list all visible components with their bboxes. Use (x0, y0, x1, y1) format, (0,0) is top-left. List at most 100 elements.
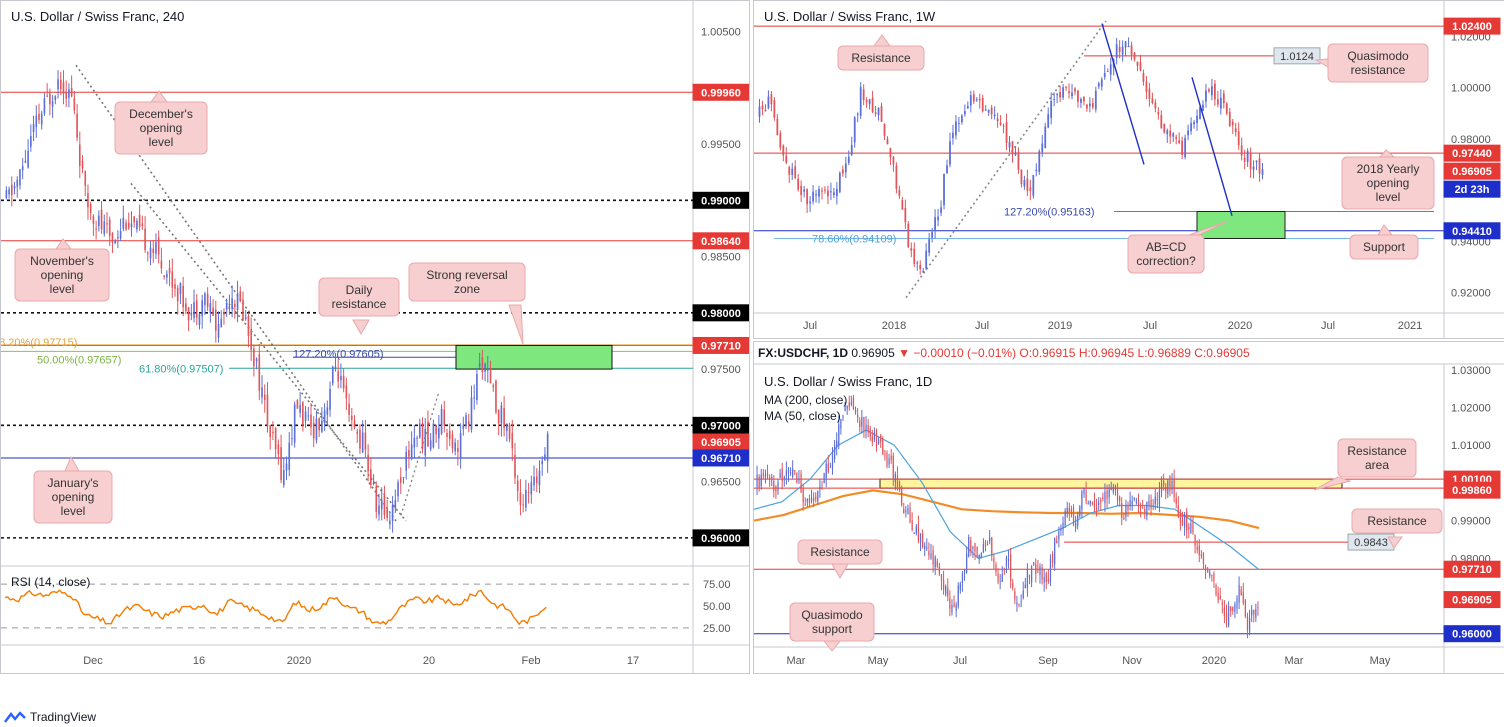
w1-fib-label: 127.20%(0.95163) (1004, 206, 1095, 218)
w1-candle (824, 189, 826, 191)
d1-level-label: 0.99860 (1452, 485, 1492, 497)
d1-candle (789, 472, 792, 474)
h4-candle (149, 247, 152, 259)
d1-candle (1194, 535, 1196, 547)
w1-candle (865, 99, 868, 103)
h4-candle (331, 366, 334, 384)
h4-price-tick: 0.98500 (701, 252, 741, 264)
h4-callout-reversal-tail (508, 304, 524, 345)
d1-candle (1139, 506, 1142, 509)
w1-candle (841, 169, 844, 174)
h4-chart: 1.00500 0.99500 0.98500 0.97500 0.96500 0.999… (1, 1, 749, 673)
w1-candle (966, 106, 969, 109)
d1-candle (773, 481, 775, 491)
d1-price-tick: 1.02000 (1451, 402, 1491, 414)
h4-candle (236, 293, 239, 310)
tradingview-logo[interactable]: TradingView (4, 710, 96, 724)
w1-level-label: 0.97440 (1452, 148, 1492, 160)
w1-candle (952, 132, 954, 139)
d1-candle (1219, 595, 1221, 599)
d1-candle (1064, 510, 1066, 526)
h4-level-label: 0.96000 (701, 533, 741, 545)
h4-candle (155, 242, 157, 254)
h4-candle (19, 169, 21, 186)
d1-candle (1116, 489, 1119, 501)
d1-candle (1251, 609, 1253, 616)
w1-candle (1014, 152, 1017, 156)
h4-candle (424, 428, 427, 456)
w1-candle (889, 148, 892, 158)
d1-candle (970, 540, 972, 552)
h4-candle (209, 303, 212, 313)
d1-symbol: FX:USDCHF, 1D (758, 346, 849, 360)
h4-callout-november-text: level (50, 282, 75, 296)
d1-candle (1102, 497, 1104, 499)
w1-callout-support-text: Support (1363, 240, 1406, 254)
w1-candle (958, 122, 960, 124)
d1-candle (1207, 569, 1209, 573)
h4-candle (372, 482, 375, 484)
down-arrow-icon: ▼ (898, 346, 910, 360)
d1-candle (1223, 607, 1226, 616)
w1-candle (928, 239, 931, 253)
w1-candle (794, 166, 797, 178)
h4-candle (367, 454, 369, 472)
w1-candle (943, 173, 945, 206)
d1-candle (974, 543, 976, 552)
w1-candle (1163, 123, 1166, 133)
d1-candle (1236, 597, 1238, 609)
h4-candle (293, 404, 296, 443)
h4-candle (146, 252, 149, 254)
w1-candle (1026, 178, 1029, 191)
d1-callout-qm-support-tail (822, 640, 842, 652)
w1-candle (883, 123, 886, 136)
d1-candle (831, 454, 834, 470)
h4-candle (546, 433, 549, 461)
w1-candle (818, 189, 820, 197)
d1-candle (909, 507, 911, 523)
d1-candle (932, 550, 934, 565)
d1-last-price: 0.96905 (851, 346, 895, 360)
h4-x-tick: 2020 (287, 655, 311, 667)
w1-chart-panel[interactable]: 1.02000 1.00000 0.98000 0.94000 0.92000 127.2… (753, 0, 1504, 339)
w1-candle (803, 189, 806, 192)
d1-candle (945, 586, 947, 595)
w1-candle (1178, 140, 1181, 144)
h4-candle (383, 495, 386, 516)
w1-candle (934, 217, 936, 231)
w1-candle (1071, 92, 1073, 97)
h4-level-label-bg (692, 529, 749, 547)
d1-candle (1093, 499, 1096, 508)
d1-chart-panel[interactable]: FX:USDCHF, 1D 0.96905 ▼ −0.00010 (−0.01%… (753, 341, 1504, 674)
d1-x-tick: Jul (953, 655, 967, 667)
d1-candle (1133, 497, 1135, 500)
d1-candle (1248, 617, 1251, 633)
h4-candle (163, 275, 165, 277)
h4-candle (410, 444, 413, 459)
w1-candle (1011, 141, 1014, 155)
d1-candle (873, 432, 876, 440)
w1-candle (1208, 89, 1210, 92)
d1-candle (859, 420, 861, 428)
w1-candle (1062, 87, 1064, 98)
h4-level-label-bg (692, 232, 749, 250)
d1-candle (1217, 592, 1219, 601)
w1-candle (1234, 128, 1237, 133)
d1-candle (1234, 604, 1236, 612)
w1-candle (1240, 145, 1243, 156)
rsi-tick: 75.00 (703, 579, 731, 591)
w1-level-label-bg (1443, 222, 1501, 240)
h4-level-label: 0.98640 (701, 236, 741, 248)
w1-candle (1252, 166, 1255, 170)
w1-candle (949, 141, 951, 165)
d1-chart: 1.030001.020001.010000.990000.980001.001… (754, 363, 1504, 673)
h4-level-label-bg (692, 336, 749, 354)
h4-chart-panel[interactable]: 1.00500 0.99500 0.98500 0.97500 0.96500 0.999… (0, 0, 750, 674)
w1-candle (1106, 71, 1109, 73)
h4-candle (253, 348, 255, 367)
w1-candle (859, 87, 862, 116)
h4-candle (182, 285, 184, 308)
d1-candle (867, 425, 869, 433)
d1-candle (1123, 517, 1125, 519)
h4-level-label: 0.97710 (701, 340, 741, 352)
